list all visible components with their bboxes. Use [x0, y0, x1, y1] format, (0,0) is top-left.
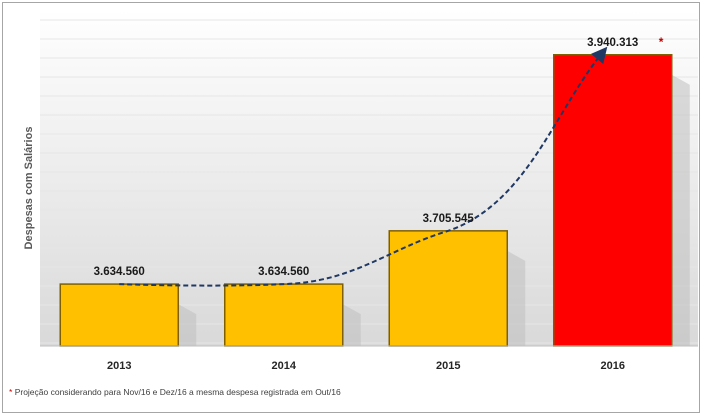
bars-group	[59, 54, 690, 347]
bar-2013	[59, 283, 179, 347]
bar-shadow	[178, 304, 197, 346]
bar-shadow	[342, 304, 361, 346]
trend-arrow	[119, 46, 608, 287]
labels-group: 2013 3.634.560 2014 3.634.560 2015 3.705.545 2…	[94, 35, 664, 372]
data-label: 3.634.560	[258, 266, 309, 278]
x-tick-label: 2014	[272, 360, 297, 372]
footnote: * Projeção considerando para Nov/16 e De…	[9, 387, 341, 397]
x-tick-label: 2015	[436, 360, 460, 372]
bar-2014	[224, 283, 344, 347]
bar-2015	[388, 230, 508, 347]
y-axis-title: Despesas com Salários	[23, 126, 35, 250]
bar-2016	[553, 54, 673, 347]
highlight-asterisk: *	[659, 35, 664, 49]
data-label: 3.634.560	[94, 266, 145, 278]
x-tick-label: 2016	[601, 360, 625, 372]
footnote-text: Projeção considerando para Nov/16 e Dez/…	[14, 387, 341, 397]
bar-shadow	[671, 74, 690, 346]
footnote-marker: *	[9, 387, 13, 397]
data-label: 3.705.545	[423, 213, 475, 225]
bar-shadow	[507, 250, 526, 346]
data-label: 3.940.313	[587, 37, 638, 49]
x-tick-label: 2013	[107, 360, 131, 372]
